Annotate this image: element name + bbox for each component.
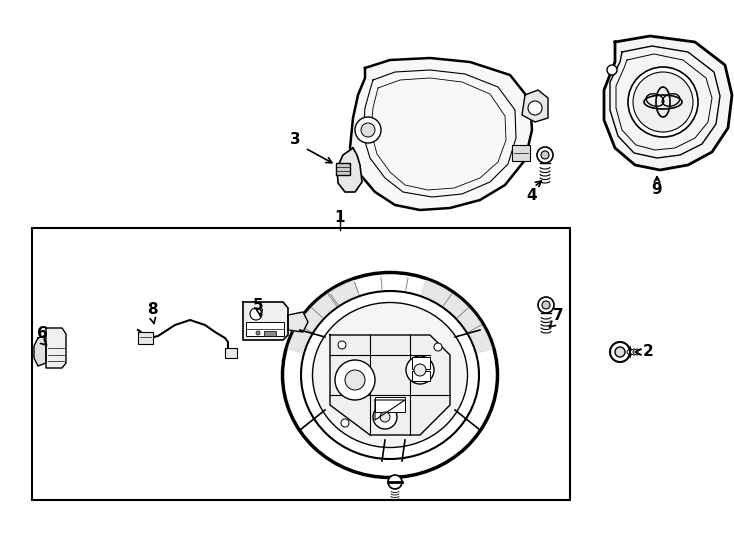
Polygon shape (288, 281, 359, 353)
Bar (336, 163, 350, 175)
Circle shape (633, 72, 693, 132)
Bar (375, 397, 405, 412)
Circle shape (434, 343, 442, 351)
Polygon shape (337, 148, 362, 192)
Polygon shape (34, 336, 46, 366)
Polygon shape (421, 281, 492, 353)
Text: 2: 2 (643, 345, 653, 360)
Circle shape (528, 101, 542, 115)
Ellipse shape (283, 273, 498, 477)
Circle shape (341, 419, 349, 427)
Ellipse shape (301, 291, 479, 459)
Text: 9: 9 (652, 183, 662, 198)
Polygon shape (350, 58, 532, 210)
Circle shape (373, 405, 397, 429)
Circle shape (406, 356, 434, 384)
Polygon shape (46, 328, 66, 368)
Circle shape (335, 360, 375, 400)
Circle shape (542, 301, 550, 309)
Circle shape (345, 370, 365, 390)
Circle shape (615, 347, 625, 357)
Circle shape (414, 364, 426, 376)
Circle shape (256, 331, 260, 335)
Text: 7: 7 (553, 307, 563, 322)
Polygon shape (330, 335, 450, 435)
Bar (412, 371, 430, 381)
Bar (246, 322, 284, 336)
Bar (512, 145, 530, 161)
Bar (225, 348, 237, 358)
Bar (412, 357, 430, 369)
Circle shape (361, 123, 375, 137)
Bar (138, 332, 153, 344)
Text: 5: 5 (252, 298, 264, 313)
Ellipse shape (313, 302, 468, 448)
Circle shape (607, 65, 617, 75)
Circle shape (610, 342, 630, 362)
Circle shape (628, 67, 698, 137)
Text: 6: 6 (37, 326, 48, 341)
Circle shape (541, 151, 549, 159)
Circle shape (250, 308, 262, 320)
Bar (32, 228, 570, 500)
Polygon shape (243, 302, 288, 340)
Text: 8: 8 (147, 302, 157, 318)
Circle shape (338, 341, 346, 349)
Polygon shape (288, 312, 308, 332)
Polygon shape (604, 36, 732, 170)
Bar (264, 331, 276, 336)
Circle shape (355, 117, 381, 143)
Circle shape (538, 297, 554, 313)
Circle shape (380, 412, 390, 422)
Circle shape (388, 475, 402, 489)
Text: 3: 3 (290, 132, 300, 147)
Text: 1: 1 (335, 211, 345, 226)
Circle shape (537, 147, 553, 163)
Text: 4: 4 (527, 187, 537, 202)
Polygon shape (522, 90, 548, 122)
